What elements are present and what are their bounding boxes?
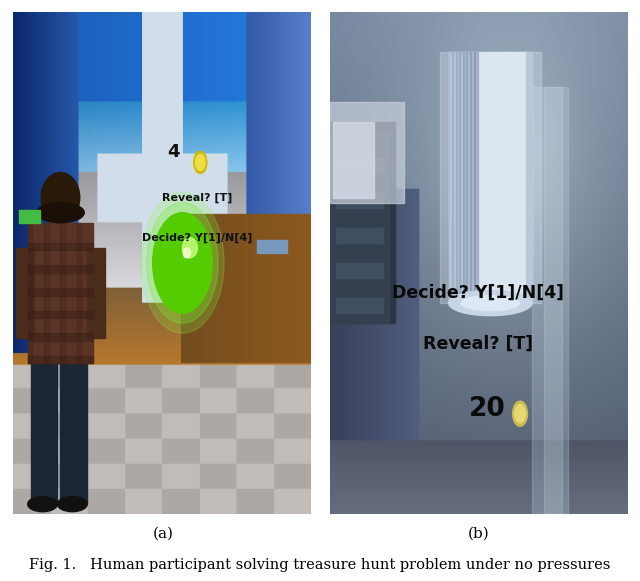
Circle shape [515,404,525,423]
Circle shape [196,155,205,170]
Bar [544,87,562,514]
Bar [257,241,287,253]
Text: (a): (a) [153,526,173,540]
Bar [449,52,532,303]
Bar [526,52,532,303]
Bar [335,263,383,278]
Ellipse shape [449,290,532,315]
Bar [449,52,453,303]
Bar [28,243,93,250]
Bar [87,248,105,338]
Bar [60,364,87,504]
Text: (b): (b) [468,526,490,540]
Ellipse shape [41,173,80,223]
Bar [31,364,58,504]
Bar [335,157,383,173]
Circle shape [153,213,212,313]
Circle shape [513,401,527,426]
Bar [335,228,383,243]
Text: Decide? Y[1]/N[4]: Decide? Y[1]/N[4] [392,284,564,302]
Bar [463,52,467,303]
Text: Reveal? [T]: Reveal? [T] [162,192,232,203]
Bar [28,223,32,364]
Bar [456,52,460,303]
Bar [28,288,93,296]
Bar [44,223,49,364]
Bar [28,223,93,364]
Text: 20: 20 [469,396,506,422]
Text: 4: 4 [167,144,180,162]
Bar [330,132,389,323]
Circle shape [141,192,224,333]
Ellipse shape [461,296,520,311]
Circle shape [147,203,218,323]
Bar [28,356,93,364]
Ellipse shape [58,497,87,512]
Bar [467,52,471,303]
Ellipse shape [36,203,84,223]
Bar [452,52,457,303]
Ellipse shape [182,238,197,258]
Circle shape [194,151,207,174]
Bar [330,102,404,203]
Text: Decide? Y[1]/N[4]: Decide? Y[1]/N[4] [142,232,253,243]
Bar [28,266,93,273]
Bar [28,311,93,318]
Bar [532,87,568,514]
Bar [440,52,541,303]
Bar [330,122,395,323]
Bar [335,192,383,207]
Bar [19,210,40,223]
Ellipse shape [28,497,58,512]
Bar [333,122,374,198]
Bar [28,333,93,341]
Ellipse shape [183,248,191,258]
Bar [77,223,81,364]
Bar [60,223,65,364]
Bar [460,52,464,303]
Bar [474,52,478,303]
Bar [470,52,474,303]
Text: Fig. 1.   Human participant solving treasure hunt problem under no pressures: Fig. 1. Human participant solving treasu… [29,558,611,572]
Bar [16,248,34,338]
Bar [335,298,383,313]
Text: Reveal? [T]: Reveal? [T] [423,334,534,352]
